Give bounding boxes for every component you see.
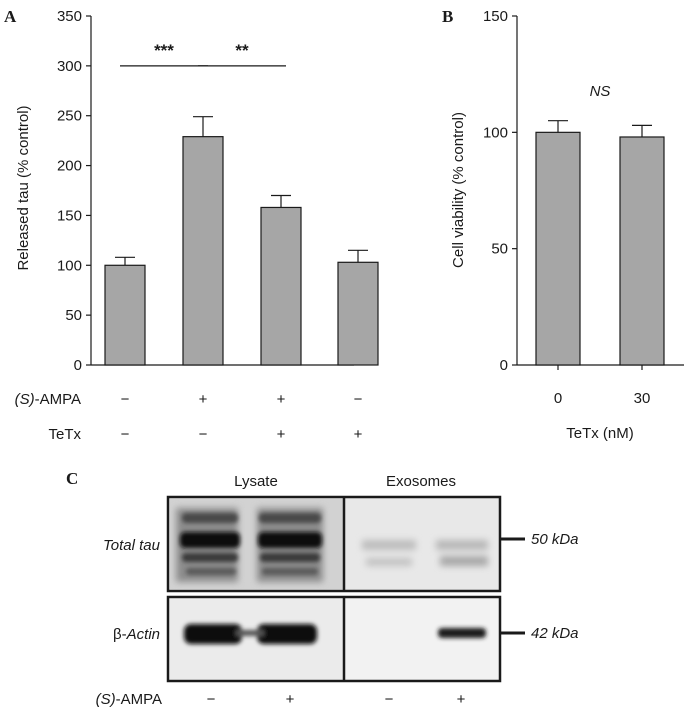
marker-42kda: 42 kDa — [531, 625, 579, 642]
blot-column-lysate: Lysate — [234, 473, 278, 490]
blot-actin — [166, 595, 502, 683]
panel-a-condition-label: TeTx — [48, 426, 81, 443]
panel-b-bar — [619, 136, 665, 366]
panel-a-ylabel: Released tau (% control) — [15, 105, 32, 270]
panel-a-bar — [182, 136, 224, 366]
blot-label-total-tau: Total tau — [103, 537, 161, 554]
blot-condition-sign: + — [457, 691, 466, 708]
blot-condition-sign: − — [385, 691, 394, 708]
panel-c-letter: C — [66, 469, 78, 488]
panel-a-ytick-label: 50 — [65, 307, 82, 324]
blot-column-exosomes: Exosomes — [386, 473, 456, 490]
panel-a-condition-sign: + — [354, 426, 363, 443]
marker-50kda: 50 kDa — [531, 531, 579, 548]
panel-b-xtick-label: 30 — [634, 390, 651, 407]
panel-b-ylabel: Cell viability (% control) — [450, 112, 467, 268]
blot-condition-label: (S)-AMPA — [96, 691, 162, 708]
panel-a-ytick-label: 150 — [57, 207, 82, 224]
blot-condition-sign: − — [207, 691, 216, 708]
panel-b-ytick-label: 0 — [500, 357, 508, 374]
panel-b-annotation: NS — [590, 83, 611, 100]
panel-a-ytick-label: 350 — [57, 8, 82, 25]
blot-label-actin: β-Actin — [113, 626, 160, 643]
panel-a-significance-label: *** — [154, 41, 174, 60]
panel-a-ytick-label: 250 — [57, 108, 82, 125]
panel-a-ytick-label: 100 — [57, 257, 82, 274]
panel-c: C Lysate Exosomes — [66, 469, 579, 708]
panel-b-xtick-label: 0 — [554, 390, 562, 407]
blot-condition-sign: + — [286, 691, 295, 708]
panel-a-letter: A — [4, 7, 17, 26]
panel-a-ytick-label: 0 — [74, 357, 82, 374]
panel-b-ytick-label: 100 — [483, 124, 508, 141]
panel-a-condition-label: (S)-AMPA — [15, 391, 81, 408]
panel-a-bar — [104, 264, 146, 366]
panel-a-ytick-label: 200 — [57, 158, 82, 175]
blot-total-tau — [166, 495, 502, 593]
panel-a-condition-sign: − — [121, 426, 130, 443]
panel-a-bar — [337, 261, 379, 366]
panel-a-condition-sign: + — [199, 391, 208, 408]
panel-b-bar — [535, 131, 581, 366]
panel-a-condition-sign: + — [277, 391, 286, 408]
panel-b-xlabel: TeTx (nM) — [566, 425, 634, 442]
panel-a: A Released tau (% control) 0 50 100 150 200 2… — [4, 7, 379, 443]
panel-a-ytick-label: 300 — [57, 58, 82, 75]
panel-a-condition-sign: − — [121, 391, 130, 408]
panel-a-significance-label: ** — [235, 41, 249, 60]
panel-b-letter: B — [442, 7, 453, 26]
panel-b-ytick-label: 50 — [491, 241, 508, 258]
panel-b: B Cell viability (% control) 0 50 100 150 0… — [442, 7, 684, 442]
panel-a-condition-sign: − — [354, 391, 363, 408]
panel-a-bar — [260, 206, 302, 366]
panel-b-ytick-label: 150 — [483, 8, 508, 25]
panel-a-condition-sign: − — [199, 426, 208, 443]
panel-a-condition-sign: + — [277, 426, 286, 443]
